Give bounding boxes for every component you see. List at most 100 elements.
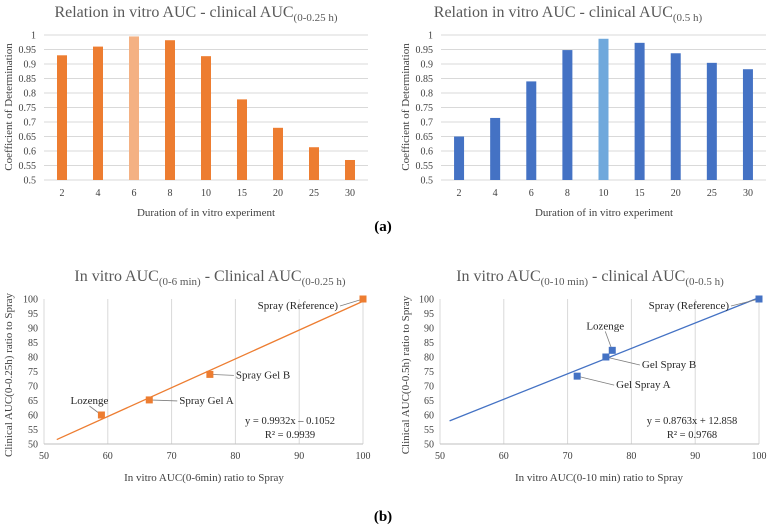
y-tick-label: 0.8 bbox=[24, 89, 37, 100]
y-tick-label: 70 bbox=[28, 382, 38, 393]
x-tick-label: 20 bbox=[273, 188, 283, 199]
bar-2 bbox=[57, 55, 67, 180]
bar-20 bbox=[670, 53, 681, 180]
y-tick-label: 75 bbox=[28, 367, 38, 378]
x-tick-label: 4 bbox=[493, 188, 498, 199]
trendline-r2: R² = 0.9939 bbox=[265, 430, 315, 441]
panel-label-a: (a) bbox=[374, 219, 392, 235]
y-tick-label: 0.6 bbox=[421, 147, 434, 158]
y-tick-label: 55 bbox=[424, 425, 434, 436]
point-label: Spray (Reference) bbox=[649, 300, 730, 312]
x-tick-label: 2 bbox=[60, 188, 65, 199]
trendline-equation: y = 0.8763x + 12.858 bbox=[647, 416, 738, 427]
x-tick-label: 20 bbox=[671, 188, 681, 199]
point-label: Gel Spray A bbox=[616, 379, 670, 391]
point-marker bbox=[206, 370, 214, 378]
y-tick-label: 70 bbox=[424, 382, 434, 393]
x-tick-label: 60 bbox=[103, 451, 113, 462]
label-leader bbox=[577, 375, 615, 386]
y-tick-label: 0.95 bbox=[416, 45, 434, 56]
y-tick-label: 65 bbox=[28, 396, 38, 407]
trendline-equation: y = 0.9932x – 0.1052 bbox=[245, 416, 335, 427]
bar-2 bbox=[454, 136, 465, 180]
y-axis-label: Coefficient of Determination bbox=[400, 43, 412, 171]
y-tick-label: 1 bbox=[428, 31, 433, 42]
y-tick-label: 95 bbox=[28, 309, 38, 320]
x-tick-label: 25 bbox=[309, 188, 319, 199]
y-tick-label: 0.85 bbox=[416, 74, 434, 85]
point-marker bbox=[359, 295, 367, 303]
point-label: Spray Gel B bbox=[236, 369, 290, 381]
bar-30 bbox=[742, 69, 753, 180]
x-tick-label: 30 bbox=[743, 188, 753, 199]
y-tick-label: 0.7 bbox=[421, 118, 434, 129]
y-tick-label: 0.9 bbox=[24, 60, 37, 71]
y-tick-label: 0.65 bbox=[19, 132, 37, 143]
bar-10 bbox=[201, 56, 211, 180]
point-marker bbox=[145, 396, 153, 404]
y-tick-label: 50 bbox=[424, 440, 434, 451]
y-tick-label: 85 bbox=[28, 338, 38, 349]
y-tick-label: 0.75 bbox=[416, 103, 434, 114]
x-tick-label: 50 bbox=[39, 451, 49, 462]
y-axis-label: Clinical AUC(0-0.5h) ratio to Spray bbox=[400, 295, 412, 454]
label-leader bbox=[149, 399, 178, 402]
bar-8 bbox=[562, 50, 573, 180]
y-tick-label: 0.9 bbox=[421, 60, 434, 71]
y-tick-label: 60 bbox=[424, 411, 434, 422]
bar-20 bbox=[273, 127, 283, 180]
trendline bbox=[56, 300, 364, 441]
y-tick-label: 0.7 bbox=[24, 118, 37, 129]
label-leader bbox=[209, 374, 234, 376]
x-axis-label: Duration of in vitro experiment bbox=[137, 207, 275, 219]
point-marker bbox=[755, 295, 763, 303]
x-tick-label: 25 bbox=[707, 188, 717, 199]
bar-8 bbox=[165, 40, 175, 180]
y-tick-label: 0.65 bbox=[416, 132, 434, 143]
y-tick-label: 0.8 bbox=[421, 89, 434, 100]
x-tick-label: 100 bbox=[752, 451, 767, 462]
y-tick-label: 90 bbox=[28, 324, 38, 335]
x-tick-label: 60 bbox=[499, 451, 509, 462]
y-axis-label: Clinical AUC(0-0.25h) ratio to Spray bbox=[3, 292, 15, 457]
y-tick-label: 0.55 bbox=[416, 161, 434, 172]
point-label: Spray Gel A bbox=[179, 395, 233, 407]
y-tick-label: 65 bbox=[424, 396, 434, 407]
x-tick-label: 90 bbox=[690, 451, 700, 462]
y-tick-label: 0.5 bbox=[24, 176, 37, 187]
point-label: Lozenge bbox=[586, 320, 624, 332]
y-tick-label: 0.85 bbox=[19, 74, 37, 85]
y-tick-label: 80 bbox=[28, 353, 38, 364]
x-tick-label: 6 bbox=[529, 188, 534, 199]
x-tick-label: 80 bbox=[626, 451, 636, 462]
y-tick-label: 55 bbox=[28, 425, 38, 436]
y-tick-label: 50 bbox=[28, 440, 38, 451]
point-label: Spray (Reference) bbox=[258, 300, 339, 312]
chart-title: Relation in vitro AUC - clinical AUC(0-0… bbox=[54, 4, 337, 24]
bar-15 bbox=[237, 99, 247, 180]
x-axis-label: Duration of in vitro experiment bbox=[535, 207, 673, 219]
x-tick-label: 8 bbox=[565, 188, 570, 199]
label-leader bbox=[605, 356, 640, 366]
bar-15 bbox=[634, 42, 645, 180]
x-tick-label: 70 bbox=[563, 451, 573, 462]
y-tick-label: 0.75 bbox=[19, 103, 37, 114]
chart-title: In vitro AUC(0-10 min) - clinical AUC(0-… bbox=[456, 268, 724, 288]
x-tick-label: 10 bbox=[201, 188, 211, 199]
y-tick-label: 80 bbox=[424, 353, 434, 364]
x-tick-label: 6 bbox=[132, 188, 137, 199]
x-tick-label: 8 bbox=[168, 188, 173, 199]
bar-6 bbox=[129, 36, 139, 181]
bar-25 bbox=[706, 62, 717, 181]
point-marker bbox=[602, 353, 610, 361]
x-tick-label: 2 bbox=[457, 188, 462, 199]
label-leader bbox=[339, 298, 364, 307]
y-tick-label: 90 bbox=[424, 324, 434, 335]
bar-30 bbox=[345, 159, 355, 180]
bar-25 bbox=[309, 147, 319, 180]
chart-scatter-6min-0.25h: In vitro AUC(0-6 min) - Clinical AUC(0-0… bbox=[3, 268, 371, 484]
trendline-r2: R² = 0.9768 bbox=[667, 430, 717, 441]
chart-title: In vitro AUC(0-6 min) - Clinical AUC(0-0… bbox=[74, 268, 346, 288]
point-marker bbox=[608, 346, 616, 354]
